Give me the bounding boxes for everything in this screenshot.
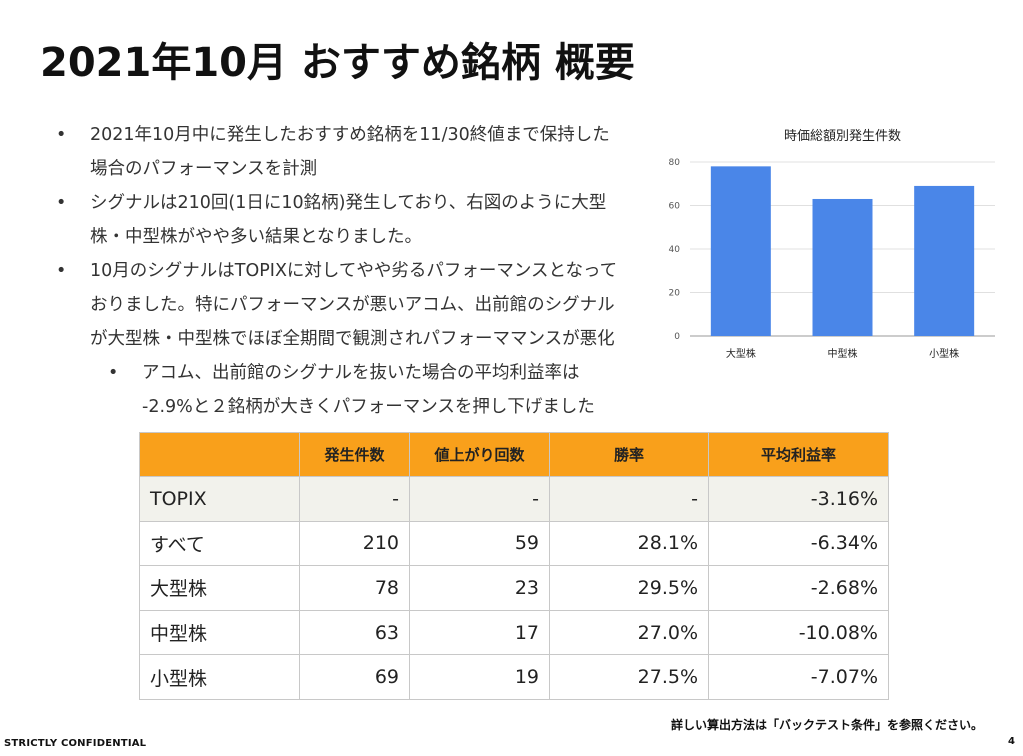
bullet-item: • 10月のシグナルはTOPIXに対してやや劣るパフォーマンスとなって おりました。… [56, 254, 656, 356]
table-cell: 59 [409, 520, 550, 567]
row-label: 中型株 [139, 609, 300, 656]
table-cell: - [409, 476, 550, 522]
column-header: 勝率 [549, 432, 709, 477]
table-cell: 78 [299, 565, 410, 611]
table-cell: 28.1% [549, 520, 709, 567]
bullet-line: 場合のパフォーマンスを計測 [90, 159, 318, 179]
bar-1 [710, 166, 771, 336]
y-tick-label: 40 [669, 245, 681, 255]
y-tick-label: 80 [669, 158, 681, 168]
column-header: 発生件数 [299, 432, 410, 477]
table-row: 小型株 69 19 27.5% -7.07% [139, 654, 889, 700]
bullet-item: • シグナルは210回(1日に10銘柄)発生しており、右図のように大型 株・中型株が… [56, 186, 656, 254]
bullet-line: が大型株・中型株でほぼ全期間で観測されパフォーママンスが悪化 [90, 329, 615, 349]
column-header: 平均利益率 [708, 432, 889, 477]
page-number: 4 [1008, 736, 1015, 747]
table-header-row: 発生件数 値上がり回数 勝率 平均利益率 [139, 432, 889, 477]
x-tick-label: 小型株 [929, 347, 959, 360]
table-cell: -6.34% [708, 520, 889, 567]
footnote: 詳しい算出方法は「バックテスト条件」を参照ください。 [670, 718, 983, 732]
page-title: 2021年10月 おすすめ銘柄 概要 [40, 40, 635, 86]
table-cell: 210 [299, 520, 410, 567]
y-tick-label: 60 [669, 202, 681, 212]
row-label: すべて [139, 520, 300, 567]
table-row: 大型株 78 23 29.5% -2.68% [139, 565, 889, 611]
x-tick-label: 中型株 [828, 347, 858, 360]
x-tick-label: 大型株 [726, 347, 756, 360]
header-corner [139, 432, 300, 477]
table-cell: - [299, 476, 410, 522]
table-cell: 29.5% [549, 565, 709, 611]
table-cell: -10.08% [708, 609, 889, 656]
bullet-line: おりました。特にパフォーマンスが悪いアコム、出前館のシグナル [90, 295, 615, 315]
table-cell: 23 [409, 565, 550, 611]
table-cell: -7.07% [708, 654, 889, 700]
chart-title: 時価総額別発生件数 [784, 129, 901, 144]
bullet-line: -2.9%と２銘柄が大きくパフォーマンスを押し下げました [142, 397, 595, 417]
table-cell: 19 [409, 654, 550, 700]
bullet-line: アコム、出前館のシグナルを抜いた場合の平均利益率は [142, 363, 580, 383]
bullet-line: シグナルは210回(1日に10銘柄)発生しており、右図のように大型 [90, 193, 607, 213]
bullet-marker: • [108, 363, 119, 383]
chart-svg: 時価総額別発生件数 0 20 40 60 80 大型株 中型株 小型株 [669, 129, 995, 360]
bullet-list: • 2021年10月中に発生したおすすめ銘柄を11/30終値まで保持した 場合のパフ… [56, 118, 656, 424]
bar-chart: 時価総額別発生件数 0 20 40 60 80 大型株 中型株 小型株 [660, 120, 1005, 380]
table-row: 中型株 63 17 27.0% -10.08% [139, 609, 889, 656]
summary-table: 発生件数 値上がり回数 勝率 平均利益率 TOPIX - - - -3.16% すべて 210 59… [139, 432, 889, 700]
bullet-marker: • [56, 125, 67, 145]
row-label: 大型株 [139, 565, 300, 611]
table-cell: -2.68% [708, 565, 889, 611]
y-tick-label: 20 [669, 289, 681, 299]
table-row: TOPIX - - - -3.16% [139, 476, 889, 522]
sub-bullet-item: • アコム、出前館のシグナルを抜いた場合の平均利益率は -2.9%と２銘柄が大きくパ… [56, 356, 656, 424]
row-label: 小型株 [139, 654, 300, 700]
bullet-line: 株・中型株がやや多い結果となりました。 [90, 227, 422, 247]
table-cell: 17 [409, 609, 550, 656]
table-cell: - [549, 476, 709, 522]
column-header: 値上がり回数 [409, 432, 550, 477]
bullet-marker: • [56, 193, 67, 213]
bullet-item: • 2021年10月中に発生したおすすめ銘柄を11/30終値まで保持した 場合のパフ… [56, 118, 656, 186]
table-cell: 27.0% [549, 609, 709, 656]
bar-2 [812, 198, 873, 336]
table-cell: 27.5% [549, 654, 709, 700]
bar-3 [914, 185, 975, 336]
table-cell: 69 [299, 654, 410, 700]
confidential-label: STRICTLY CONFIDENTIAL [4, 738, 147, 749]
table-cell: 63 [299, 609, 410, 656]
table-cell: -3.16% [708, 476, 889, 522]
table-row: すべて 210 59 28.1% -6.34% [139, 520, 889, 567]
y-tick-label: 0 [674, 332, 680, 342]
bullet-marker: • [56, 261, 67, 281]
row-label: TOPIX [139, 476, 300, 522]
bullet-line: 2021年10月中に発生したおすすめ銘柄を11/30終値まで保持した [90, 125, 610, 145]
bullet-line: 10月のシグナルはTOPIXに対してやや劣るパフォーマンスとなって [90, 261, 618, 281]
